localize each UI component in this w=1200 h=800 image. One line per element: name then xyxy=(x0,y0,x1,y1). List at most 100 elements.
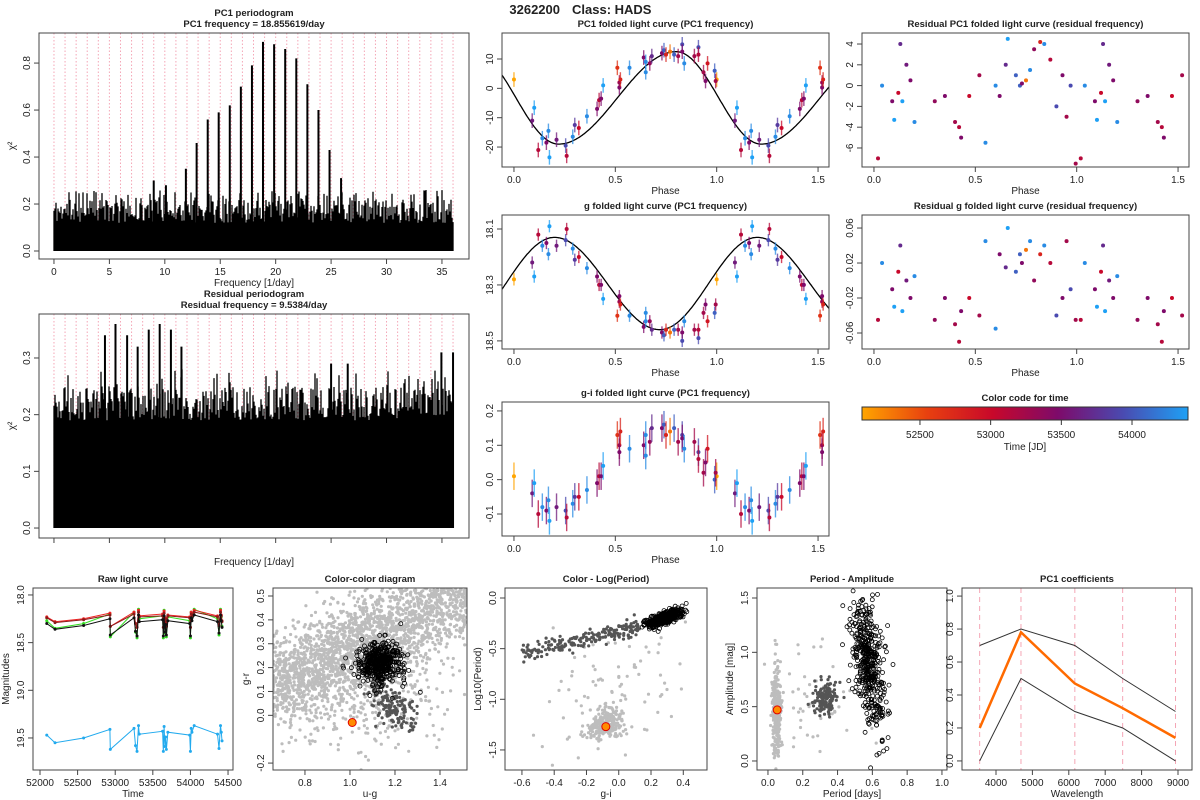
catalog-point-light xyxy=(425,616,429,620)
data-point xyxy=(1094,304,1099,309)
catalog-point-light xyxy=(440,690,445,695)
catalog-point-light xyxy=(331,643,335,647)
data-point xyxy=(896,90,901,95)
catalog-point-light xyxy=(540,745,544,749)
catalog-point-light xyxy=(421,614,425,619)
catalog-point-light xyxy=(395,594,399,598)
catalog-point-light xyxy=(319,634,323,639)
catalog-point-light xyxy=(322,688,326,692)
catalog-point-light xyxy=(435,745,439,750)
catalog-point-light xyxy=(323,599,327,604)
catalog-point-light xyxy=(645,728,649,732)
catalog-point-light xyxy=(630,725,634,729)
data-point xyxy=(540,243,545,248)
catalog-point-light xyxy=(330,705,334,709)
catalog-point-light xyxy=(326,641,330,646)
catalog-point-light xyxy=(359,711,363,715)
catalog-point-light xyxy=(358,607,362,612)
catalog-point-light xyxy=(346,669,350,673)
catalog-point-dark xyxy=(535,655,540,659)
catalog-point-light xyxy=(597,707,601,711)
light-curve-point-u xyxy=(135,749,139,753)
catalog-point-dark xyxy=(377,711,381,715)
x-tick-label: 0.0 xyxy=(867,175,881,186)
catalog-point-light xyxy=(458,669,462,673)
catalog-point-light xyxy=(317,637,321,641)
data-point xyxy=(696,327,701,332)
g-folded-panel: g folded light curve (PC1 frequency)0.0 0… xyxy=(485,201,830,379)
catalog-point-dark xyxy=(590,640,594,644)
catalog-point-light xyxy=(610,706,614,710)
catalog-point-dark xyxy=(372,699,376,703)
data-point xyxy=(749,128,754,133)
catalog-point-dark xyxy=(526,648,530,652)
catalog-point-light xyxy=(322,682,326,686)
catalog-point-light xyxy=(440,613,444,617)
catalog-point-light xyxy=(453,635,457,639)
data-point xyxy=(993,326,998,331)
data-point xyxy=(696,52,701,57)
catalog-point-dark xyxy=(621,627,625,631)
light-curve-point-i xyxy=(137,610,141,614)
catalog-point-light xyxy=(449,588,453,592)
catalog-point-light xyxy=(451,610,456,614)
data-point xyxy=(532,274,537,279)
x-tick-label: -0.6 xyxy=(513,778,531,789)
catalog-point-light xyxy=(460,605,464,610)
catalog-point-light xyxy=(382,614,386,618)
catalog-point-dark xyxy=(547,643,551,647)
catalog-point-light xyxy=(326,689,330,693)
catalog-point-light xyxy=(328,650,332,654)
catalog-point-dark xyxy=(634,619,638,624)
catalog-point-light xyxy=(288,695,292,699)
data-point xyxy=(576,125,581,130)
catalog-point-light xyxy=(609,712,614,717)
data-point xyxy=(993,83,998,88)
data-point xyxy=(563,143,568,148)
catalog-point-dark xyxy=(389,705,393,709)
catalog-point-light xyxy=(288,681,293,685)
catalog-point-dark xyxy=(547,648,551,652)
catalog-point-light xyxy=(427,622,431,626)
catalog-point-dark xyxy=(409,716,413,721)
catalog-point-light xyxy=(399,712,404,716)
plot-frame xyxy=(38,32,470,260)
catalog-point-light xyxy=(348,707,352,711)
catalog-point-light xyxy=(283,626,288,630)
data-point xyxy=(1169,93,1174,98)
catalog-point-light xyxy=(567,735,571,739)
catalog-point-light xyxy=(438,611,442,615)
data-point xyxy=(1103,309,1108,314)
catalog-point-light xyxy=(396,609,400,613)
data-point xyxy=(1064,239,1069,244)
catalog-point-open xyxy=(378,683,384,689)
catalog-point-light xyxy=(362,724,366,728)
x-tick-label: 0.0 xyxy=(867,357,881,368)
catalog-point-open xyxy=(348,665,354,671)
catalog-point-dark xyxy=(399,723,403,728)
catalog-point-light xyxy=(310,661,315,665)
catalog-point-light xyxy=(305,717,309,721)
catalog-point-light xyxy=(599,738,603,742)
catalog-point-light xyxy=(273,650,277,654)
catalog-point-light xyxy=(417,650,421,654)
catalog-point-light xyxy=(374,703,378,708)
catalog-point-light xyxy=(405,683,409,687)
data-point xyxy=(615,432,620,437)
catalog-point-light xyxy=(394,618,398,623)
catalog-point-light xyxy=(273,676,277,680)
data-point xyxy=(643,70,648,75)
catalog-point-light xyxy=(292,667,296,671)
light-curve-point-u xyxy=(108,727,112,731)
catalog-point-light xyxy=(292,688,296,693)
data-point xyxy=(680,338,685,343)
catalog-point-light xyxy=(355,600,360,604)
light-curve-point-z xyxy=(188,634,192,638)
catalog-point-light xyxy=(327,673,331,678)
catalog-point-dark xyxy=(526,653,530,657)
catalog-point-light xyxy=(570,674,574,678)
plot-area xyxy=(876,226,1185,344)
catalog-point-dark xyxy=(522,650,526,654)
catalog-point-light xyxy=(432,626,436,630)
catalog-point-light xyxy=(421,589,425,593)
